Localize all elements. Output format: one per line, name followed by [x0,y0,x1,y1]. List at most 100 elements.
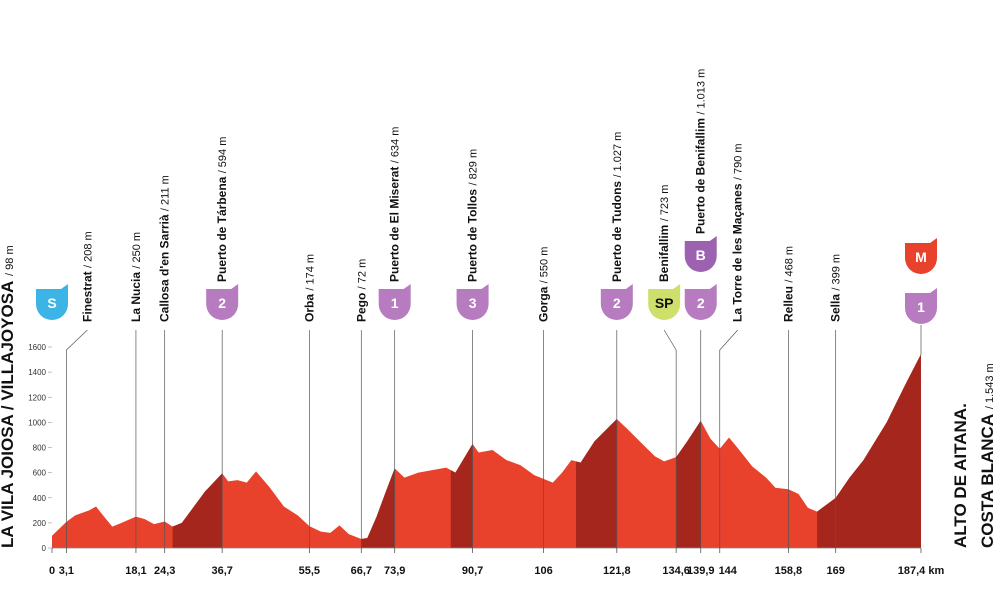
profile-area [52,354,921,548]
waypoint-connector [663,329,677,351]
climb-shade [817,354,921,548]
badge-text: M [915,249,927,265]
y-tick-label: 600 [33,469,47,478]
badge-shape [684,236,717,272]
badge: 1 [905,288,937,324]
waypoint-name: Pego [354,293,368,322]
badge-text: B [696,247,706,263]
x-tick-label: 18,1 [125,565,146,577]
waypoint-label: Puerto de Tudons / 1.027 m [610,132,624,282]
x-tick-label: 73,9 [384,565,405,577]
waypoint-label: Orba / 174 m [302,254,316,322]
waypoint-name: Callosa d'en Sarrià [158,214,172,322]
badge-text: SP [655,295,674,311]
x-tick-label: 158,8 [775,565,803,577]
waypoint-name: COSTA BLANCA [978,414,997,548]
climb-shade [676,354,701,548]
badge-shape [684,284,717,320]
y-tick-label: 1000 [28,418,46,427]
badge-shape [600,284,633,320]
x-tick-label: 90,7 [462,565,483,577]
x-tick-label: 144 [719,565,738,577]
waypoint-name: Puerto de Tudons [610,181,624,282]
x-tick-label: 36,7 [211,565,232,577]
climb-shade [361,354,395,548]
x-tick-label: 106 [534,565,552,577]
y-tick-label: 1600 [28,343,46,352]
badge-text: 1 [391,295,399,311]
x-tick-label: 169 [826,565,844,577]
waypoint-name: La Nucia [129,272,143,322]
waypoint-name: Orba [302,294,316,322]
badge-text: 2 [218,295,226,311]
waypoint-label: Puerto de Tárbena / 594 m [215,137,229,282]
x-tick-label: 187,4 km [898,565,945,577]
badge: 3 [456,284,489,320]
waypoint-altitude: / 250 m [131,232,143,269]
climb-shade [450,354,473,548]
badge: 2 [206,284,239,320]
badge-text: 2 [697,295,705,311]
waypoint-label: ALTO DE AITANA. [951,403,970,548]
badge-shape [905,288,937,324]
badge-shape [36,284,68,320]
badge-shape [206,284,239,320]
waypoint-name: Puerto de El Miserat [388,167,402,282]
waypoint-name: LA VILA JOIOSA / VILLAJOYOSA [0,281,17,548]
waypoint-label: Puerto de Tollos / 829 m [466,149,480,282]
badge-shape [378,284,411,320]
waypoint-name: Finestrat [80,271,94,322]
badge: M [905,238,937,274]
waypoint-name: Puerto de Tollos [466,189,480,282]
waypoint-label: La Torre de les Maçanes / 790 m [731,143,745,322]
waypoint-altitude: / 634 m [390,127,402,164]
y-tick-label: 1200 [28,393,46,402]
badge: SP [648,284,681,320]
waypoint-altitude: / 790 m [733,143,745,180]
waypoint-altitude: / 1.027 m [612,132,624,178]
y-tick-label: 200 [33,519,47,528]
waypoint-altitude: / 98 m [4,245,16,276]
x-tick-label: 139,9 [687,565,715,577]
waypoint-name: Benifallim [657,225,671,282]
badge: B [684,236,717,272]
badge-shape [456,284,489,320]
waypoint-label: La Nucia / 250 m [129,232,143,322]
badge-text: 3 [469,295,477,311]
waypoint-label: COSTA BLANCA / 1.543 m [978,363,997,548]
waypoint-altitude: / 594 m [217,137,229,174]
badge-shape [648,284,681,320]
badge: 1 [378,284,411,320]
waypoint-altitude: / 1.543 m [984,363,996,409]
waypoint-name: Puerto de Tárbena [215,176,229,282]
waypoint-name: Puerto de Benifallim [694,118,708,234]
climb-shade [172,354,223,548]
x-tick-label: 134,6 [662,565,690,577]
badge: S [36,284,68,320]
badge-text: 2 [613,295,621,311]
waypoint-name: Gorga [537,286,551,322]
waypoint-altitude: / 550 m [539,247,551,284]
badge: 2 [684,284,717,320]
waypoint-altitude: / 211 m [160,175,172,211]
waypoint-label: Sella / 399 m [829,254,843,322]
waypoint-altitude: / 399 m [831,254,843,291]
waypoint-connector [66,329,88,351]
waypoint-altitude: / 468 m [783,246,795,283]
waypoint-name: La Torre de les Maçanes [731,183,745,322]
waypoint-connector [719,329,739,351]
waypoint-label: LA VILA JOIOSA / VILLAJOYOSA / 98 m [0,245,17,548]
waypoint-altitude: / 723 m [659,185,671,222]
waypoint-altitude: / 174 m [304,254,316,291]
x-tick-label: 55,5 [299,565,320,577]
badge-shape [905,238,937,274]
y-tick-label: 0 [42,544,47,553]
waypoint-label: Puerto de El Miserat / 634 m [388,127,402,282]
x-tick-label: 0 [49,565,55,577]
waypoint-label: Pego / 72 m [354,259,368,322]
waypoint-altitude: / 829 m [468,149,480,186]
waypoint-name: Sella [829,294,843,322]
waypoint-name: Relleu [781,286,795,322]
waypoint-label: Relleu / 468 m [781,246,795,322]
